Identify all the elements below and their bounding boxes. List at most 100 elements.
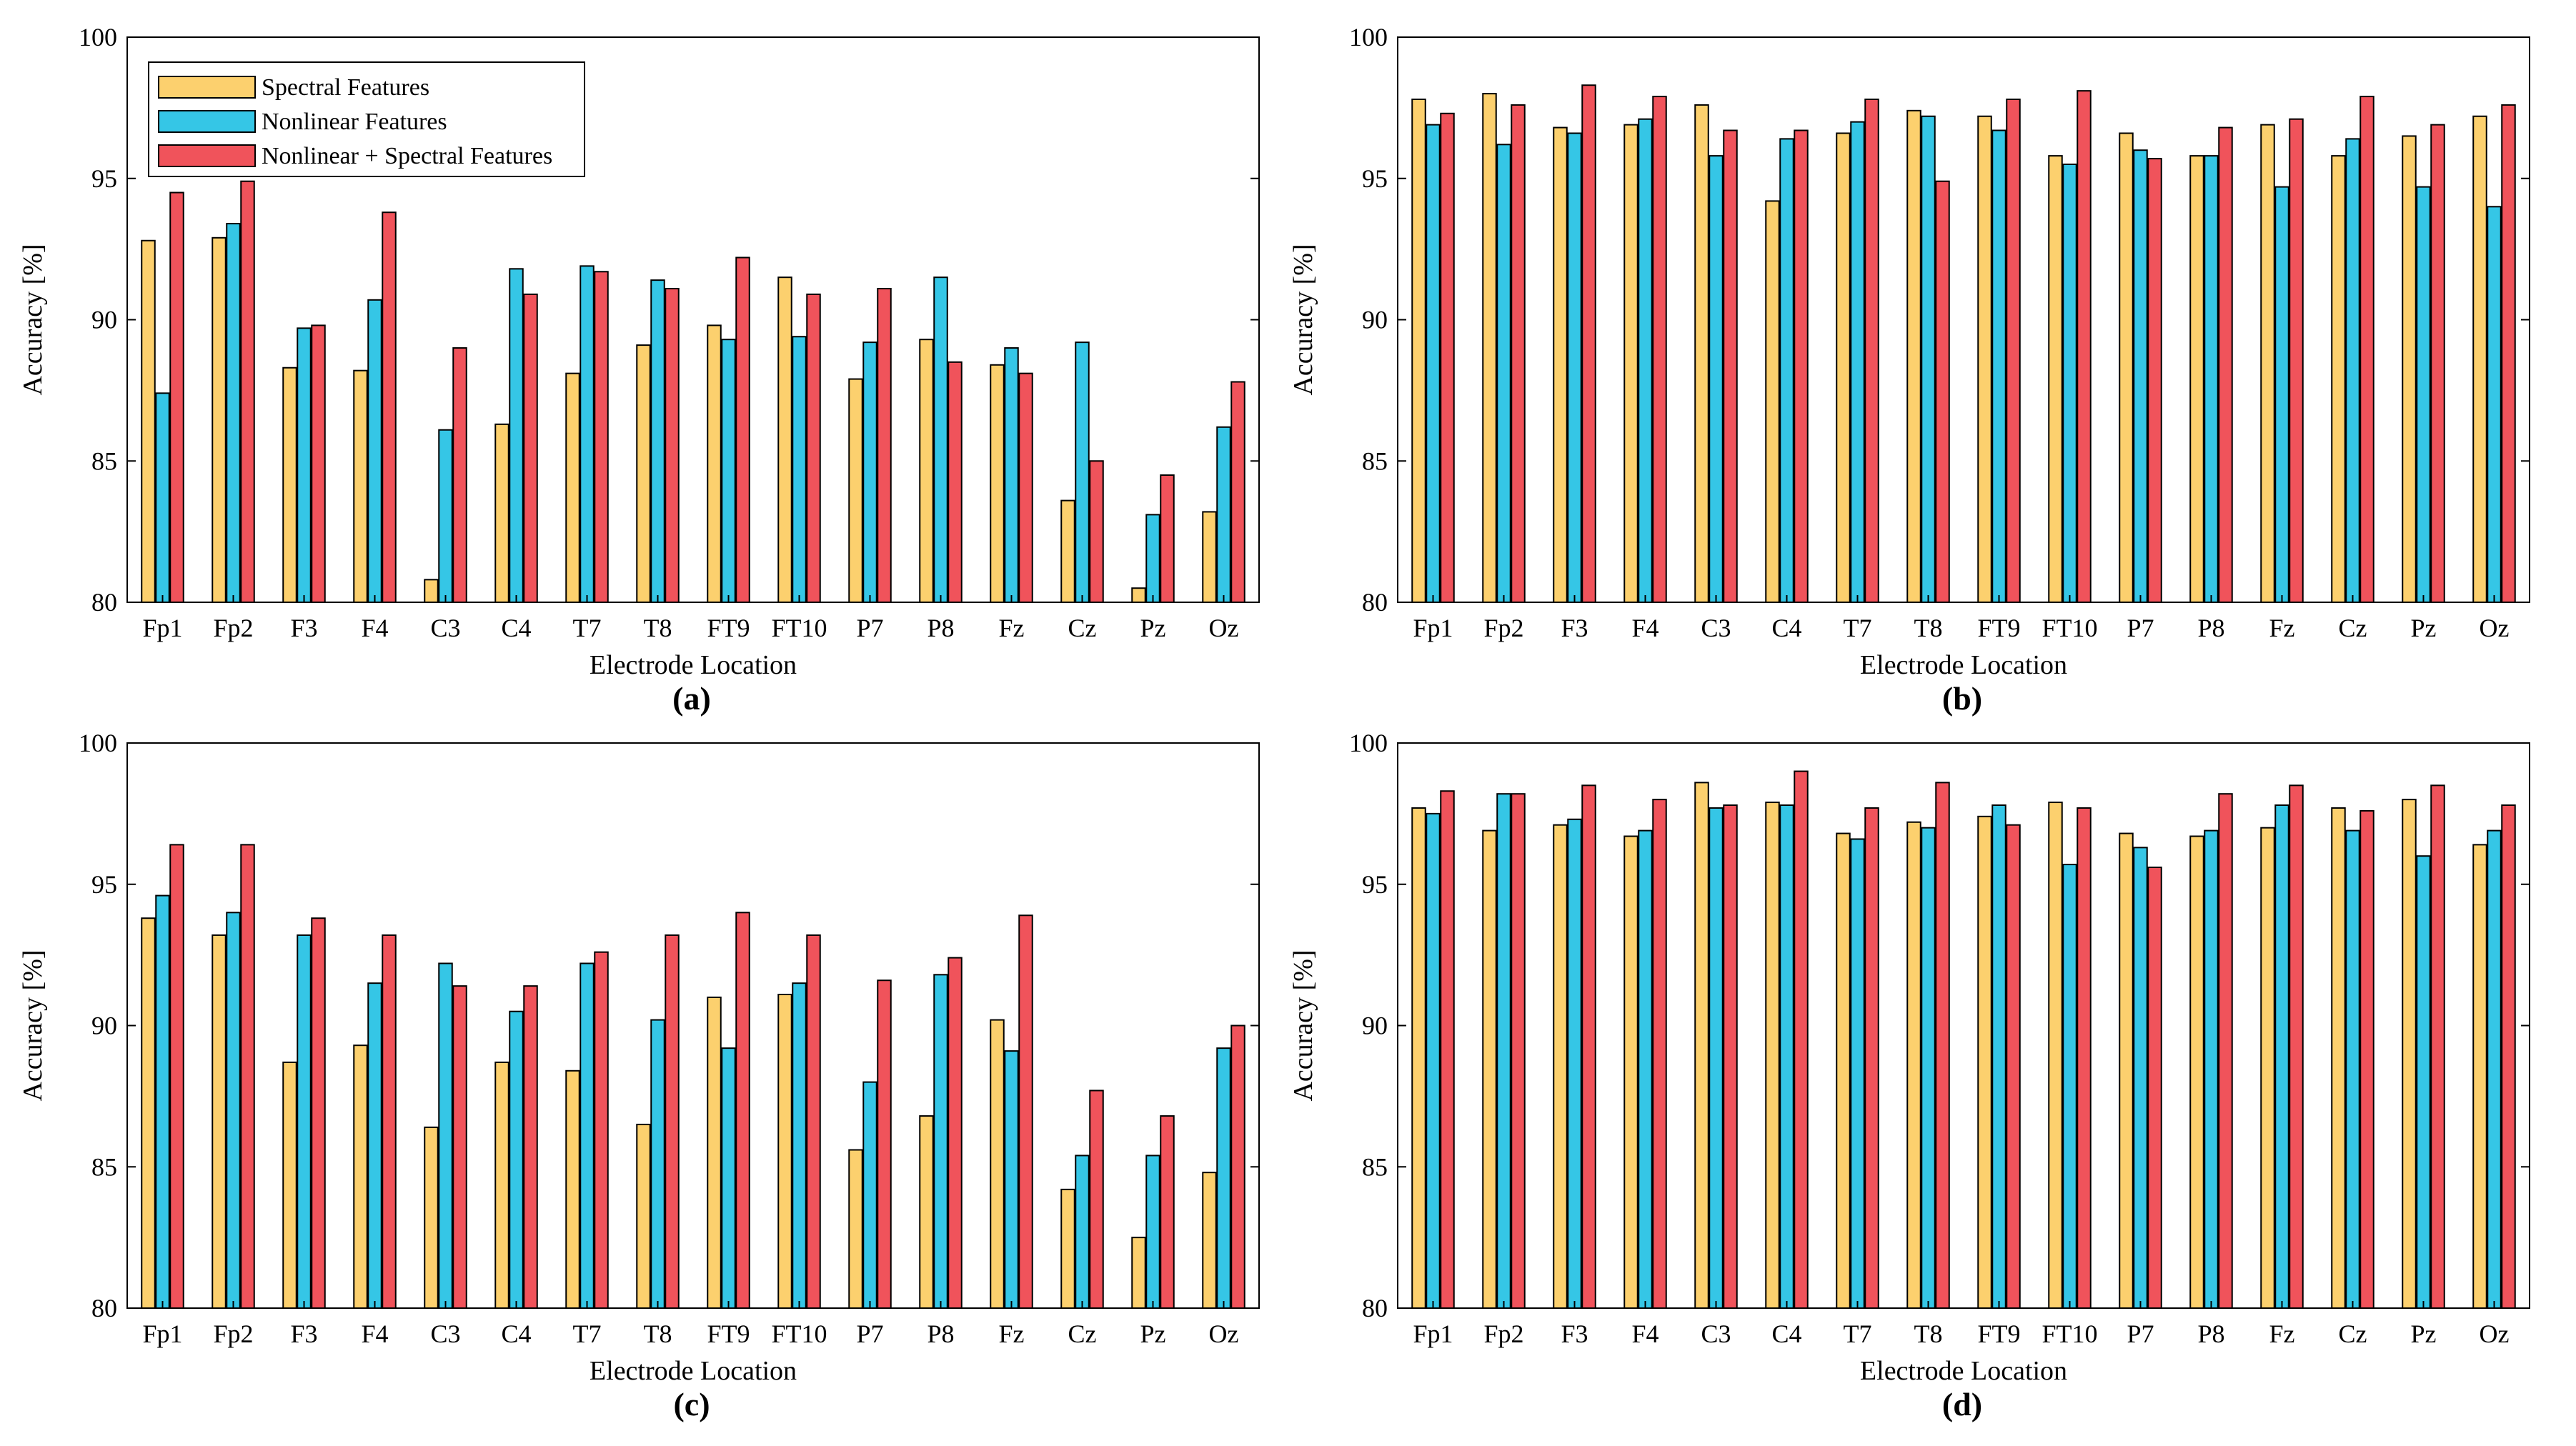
bar-FT10-nonlinear	[2062, 163, 2077, 604]
y-axis-label: Accuracy [%]	[1288, 244, 1318, 395]
bar-Oz-nonlinear	[1216, 426, 1231, 603]
bar-P8-nonlinear	[2204, 155, 2219, 604]
bar-F3-combined	[311, 917, 326, 1309]
bar-T8-spectral	[1906, 109, 1921, 603]
x-tick-label: FT9	[707, 1320, 750, 1348]
bar-FT9-nonlinear	[1991, 804, 2006, 1309]
bar-Pz-nonlinear	[1145, 1155, 1160, 1310]
bar-P7-nonlinear	[2133, 847, 2148, 1309]
bar-Pz-nonlinear	[2416, 855, 2431, 1309]
x-tick-label: Fp1	[142, 614, 182, 642]
x-tick-label: FT10	[771, 1320, 827, 1348]
bar-P7-spectral	[848, 378, 863, 603]
bar-T7-nonlinear	[580, 265, 595, 603]
bar-F3-combined	[311, 324, 326, 603]
bar-T7-spectral	[1836, 132, 1851, 604]
x-tick-label: FT10	[2042, 614, 2097, 642]
bar-P7-spectral	[848, 1149, 863, 1310]
x-tick-label: P7	[856, 614, 883, 642]
y-tick-label: 95	[1362, 870, 1388, 899]
x-tick-label: C4	[1771, 614, 1801, 642]
bar-Fz-nonlinear	[1004, 1050, 1019, 1309]
bar-P8-nonlinear	[933, 974, 948, 1310]
bar-Fp2-spectral	[212, 236, 227, 603]
bar-Fp1-combined	[169, 844, 184, 1309]
bar-F3-nonlinear	[297, 327, 312, 603]
x-tick-label: C3	[430, 1320, 460, 1348]
bar-Pz-spectral	[1131, 1237, 1146, 1309]
bar-T8-spectral	[636, 1123, 651, 1310]
x-tick-label: F4	[1631, 614, 1659, 642]
bar-T8-combined	[665, 287, 680, 603]
bar-FT10-combined	[806, 934, 821, 1309]
bar-T8-spectral	[636, 344, 651, 603]
x-tick-label: F3	[290, 1320, 317, 1348]
y-tick-label: 85	[91, 447, 117, 475]
bar-Fp1-spectral	[141, 917, 156, 1309]
chart-panel-d: 80 85 90 95 100 Fp1 Fp2 F3 F4 C3 C4 T7 T8 FT9 FT10 P7 P8…	[1288, 729, 2530, 1422]
bar-Cz-combined	[2359, 96, 2374, 603]
bar-C4-spectral	[1765, 200, 1780, 603]
bar-P8-spectral	[2189, 155, 2204, 604]
bar-F4-nonlinear	[1638, 829, 1653, 1309]
x-tick-label: Fz	[2269, 1320, 2295, 1348]
bar-FT9-combined	[2006, 824, 2021, 1309]
bar-FT9-nonlinear	[1991, 129, 2006, 603]
bar-P8-spectral	[919, 339, 934, 603]
x-tick-label: T8	[644, 1320, 672, 1348]
x-tick-label: C4	[501, 1320, 531, 1348]
bar-T8-nonlinear	[1921, 827, 1936, 1309]
y-tick-label: 80	[1362, 1294, 1388, 1322]
bar-C3-nonlinear	[1709, 155, 1724, 604]
bar-P8-combined	[2218, 793, 2233, 1309]
bar-FT10-combined	[2077, 90, 2092, 603]
x-tick-label: C3	[1701, 614, 1731, 642]
x-tick-label: FT10	[2042, 1320, 2097, 1348]
bar-F3-spectral	[282, 1061, 297, 1310]
x-tick-label: Fp1	[1413, 1320, 1453, 1348]
bar-P7-nonlinear	[862, 341, 877, 603]
bar-F4-nonlinear	[367, 299, 382, 603]
bar-Fp2-spectral	[212, 934, 227, 1309]
bar-Pz-spectral	[2402, 799, 2417, 1309]
y-tick-label: 85	[1362, 447, 1388, 475]
bar-P7-combined	[877, 979, 892, 1309]
x-tick-label: C4	[1771, 1320, 1801, 1348]
bar-Fp1-nonlinear	[155, 392, 170, 604]
bar-FT10-spectral	[2048, 802, 2063, 1310]
bar-Fp2-spectral	[1482, 93, 1497, 604]
bar-Oz-spectral	[1202, 1172, 1217, 1310]
y-tick-label: 100	[1349, 729, 1388, 757]
y-axis-label: Accuracy [%]	[18, 244, 48, 395]
bar-Oz-combined	[2501, 104, 2516, 604]
bar-F3-spectral	[282, 367, 297, 603]
bar-Oz-combined	[1230, 381, 1245, 603]
x-tick-label: P7	[856, 1320, 883, 1348]
y-tick-label: 90	[1362, 1012, 1388, 1040]
bar-T7-combined	[594, 271, 609, 603]
bar-T7-spectral	[1836, 832, 1851, 1310]
x-tick-label: T8	[644, 614, 672, 642]
bar-T7-combined	[1864, 99, 1879, 603]
bar-F4-nonlinear	[367, 982, 382, 1310]
bar-F3-nonlinear	[297, 934, 312, 1309]
bar-C3-spectral	[1694, 782, 1709, 1309]
bar-F4-spectral	[1623, 124, 1638, 604]
x-tick-label: Oz	[1209, 1320, 1239, 1348]
x-tick-label: Oz	[2480, 614, 2510, 642]
x-tick-label: Fz	[999, 614, 1025, 642]
bar-F3-combined	[1581, 84, 1596, 604]
bar-Fp1-spectral	[1411, 99, 1426, 603]
x-tick-label: P8	[927, 1320, 954, 1348]
bar-C4-nonlinear	[509, 1010, 524, 1309]
x-tick-label: C4	[501, 614, 531, 642]
x-tick-label: Cz	[2339, 1320, 2367, 1348]
bar-C3-nonlinear	[1709, 807, 1724, 1309]
x-tick-label: FT9	[1977, 1320, 2020, 1348]
y-tick-label: 90	[91, 1012, 117, 1040]
x-tick-label: FT9	[707, 614, 750, 642]
bar-FT9-combined	[2006, 99, 2021, 603]
y-tick-label: 85	[91, 1152, 117, 1181]
x-tick-label: F4	[1631, 1320, 1659, 1348]
bar-T8-nonlinear	[1921, 115, 1936, 604]
